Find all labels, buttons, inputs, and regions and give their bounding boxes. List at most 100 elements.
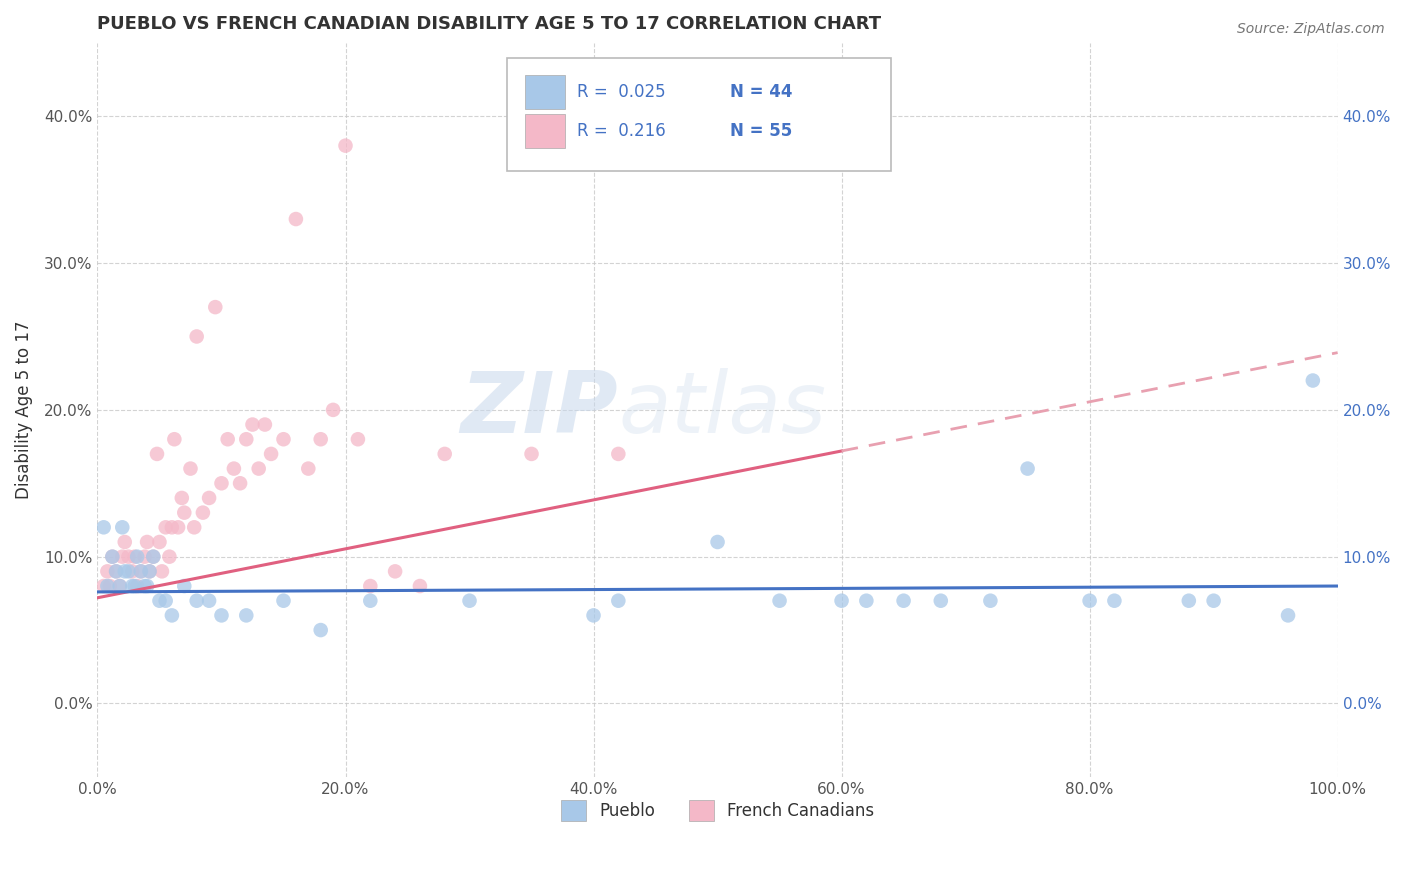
Text: N = 55: N = 55 — [730, 122, 792, 140]
Point — [768, 593, 790, 607]
Point — [222, 461, 245, 475]
Point — [160, 520, 183, 534]
Point — [155, 520, 177, 534]
Point — [93, 520, 115, 534]
FancyBboxPatch shape — [506, 58, 891, 171]
Point — [831, 593, 853, 607]
Point — [217, 432, 239, 446]
Point — [111, 549, 134, 564]
Point — [607, 593, 630, 607]
Point — [101, 549, 124, 564]
Point — [108, 579, 131, 593]
Point — [204, 300, 226, 314]
Point — [114, 565, 136, 579]
Point — [855, 593, 877, 607]
Point — [129, 565, 152, 579]
Point — [384, 565, 406, 579]
Point — [929, 593, 952, 607]
Point — [142, 549, 165, 564]
Point — [979, 593, 1001, 607]
Point — [136, 579, 159, 593]
Text: atlas: atlas — [619, 368, 827, 451]
Point — [297, 461, 319, 475]
Point — [284, 212, 307, 227]
Text: N = 44: N = 44 — [730, 83, 793, 101]
Point — [186, 329, 208, 343]
Text: R =  0.025: R = 0.025 — [578, 83, 666, 101]
Point — [235, 432, 257, 446]
Point — [706, 535, 728, 549]
Point — [347, 432, 370, 446]
Point — [359, 593, 381, 607]
Point — [146, 447, 169, 461]
Point — [114, 535, 136, 549]
Point — [1277, 608, 1299, 623]
Y-axis label: Disability Age 5 to 17: Disability Age 5 to 17 — [15, 320, 32, 500]
Point — [167, 520, 190, 534]
Point — [309, 623, 332, 637]
Point — [117, 565, 139, 579]
Point — [148, 535, 170, 549]
Point — [235, 608, 257, 623]
Point — [359, 579, 381, 593]
Point — [134, 549, 156, 564]
Point — [173, 579, 195, 593]
Point — [157, 549, 180, 564]
Point — [335, 138, 357, 153]
Point — [211, 608, 233, 623]
Point — [1302, 374, 1324, 388]
Point — [163, 432, 186, 446]
Point — [121, 565, 143, 579]
Point — [247, 461, 270, 475]
Point — [173, 506, 195, 520]
Point — [117, 549, 139, 564]
Point — [101, 549, 124, 564]
Point — [138, 565, 160, 579]
Point — [127, 579, 149, 593]
Point — [273, 432, 295, 446]
Point — [607, 447, 630, 461]
FancyBboxPatch shape — [526, 75, 565, 109]
Point — [150, 565, 173, 579]
Text: PUEBLO VS FRENCH CANADIAN DISABILITY AGE 5 TO 17 CORRELATION CHART: PUEBLO VS FRENCH CANADIAN DISABILITY AGE… — [97, 15, 882, 33]
Point — [134, 579, 156, 593]
Point — [127, 549, 149, 564]
Point — [96, 565, 118, 579]
Point — [108, 579, 131, 593]
Point — [98, 579, 121, 593]
Point — [124, 549, 146, 564]
Point — [242, 417, 264, 432]
Point — [1078, 593, 1101, 607]
Point — [96, 579, 118, 593]
Point — [1178, 593, 1201, 607]
Point — [198, 491, 221, 505]
Point — [191, 506, 214, 520]
Text: R =  0.216: R = 0.216 — [578, 122, 666, 140]
Point — [211, 476, 233, 491]
Point — [322, 403, 344, 417]
Point — [105, 565, 128, 579]
Point — [148, 593, 170, 607]
Point — [93, 579, 115, 593]
Point — [111, 520, 134, 534]
FancyBboxPatch shape — [526, 114, 565, 148]
Point — [1104, 593, 1126, 607]
Point — [433, 447, 456, 461]
Point — [893, 593, 915, 607]
Point — [229, 476, 252, 491]
Legend: Pueblo, French Canadians: Pueblo, French Canadians — [554, 794, 880, 827]
Point — [160, 608, 183, 623]
Point — [183, 520, 205, 534]
Point — [136, 535, 159, 549]
Point — [1017, 461, 1039, 475]
Point — [253, 417, 276, 432]
Point — [198, 593, 221, 607]
Point — [260, 447, 283, 461]
Point — [179, 461, 201, 475]
Point — [121, 579, 143, 593]
Point — [155, 593, 177, 607]
Point — [142, 549, 165, 564]
Point — [409, 579, 432, 593]
Point — [186, 593, 208, 607]
Point — [1202, 593, 1225, 607]
